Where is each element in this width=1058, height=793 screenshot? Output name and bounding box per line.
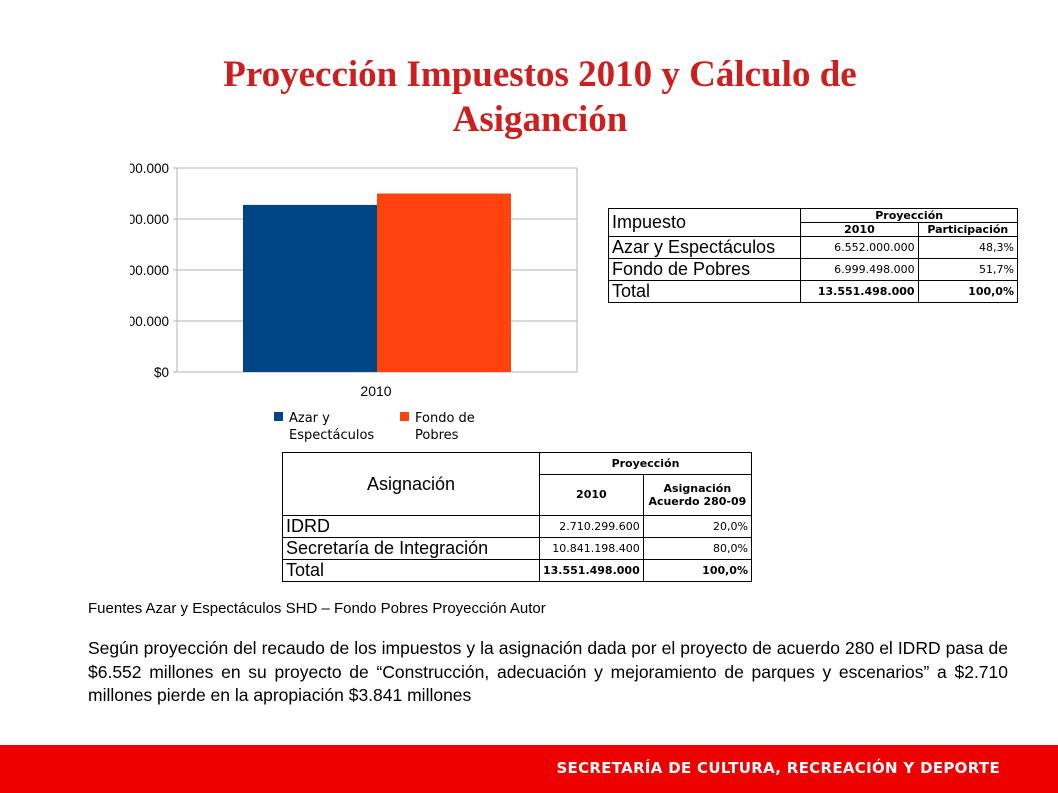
table-row: IDRD 2.710.299.600 20,0% bbox=[282, 515, 753, 538]
table2-row-value: 13.551.498.000 bbox=[539, 559, 644, 582]
footer-bar: SECRETARÍA DE CULTURA, RECREACIÓN Y DEPO… bbox=[0, 745, 1058, 793]
table2-row-share: 100,0% bbox=[642, 559, 753, 582]
table1-row-label: Total bbox=[607, 280, 802, 303]
table2-row-label: Total bbox=[282, 559, 540, 582]
legend-label-azar-line2: Espectáculos bbox=[289, 428, 374, 443]
source-note: Fuentes Azar y Espectáculos SHD – Fondo … bbox=[88, 600, 546, 617]
y-tick-label: $2.000.000.000 bbox=[130, 314, 169, 329]
table1-header-participacion: Participación bbox=[917, 222, 1019, 237]
table-row: Secretaría de Integración 10.841.198.400… bbox=[282, 537, 753, 560]
y-tick-labels: $0 $2.000.000.000 $4.000.000.000 $6.000.000… bbox=[130, 161, 169, 380]
table-row: Total 13.551.498.000 100,0% bbox=[607, 280, 1019, 303]
footer-text: SECRETARÍA DE CULTURA, RECREACIÓN Y DEPO… bbox=[556, 759, 1000, 777]
table2-header-2010: 2010 bbox=[539, 473, 644, 516]
table1-row-value: 13.551.498.000 bbox=[800, 280, 919, 303]
table2-header-asignacion-line2: Acuerdo 280-09 bbox=[648, 494, 747, 508]
legend-swatch-fondo bbox=[400, 412, 409, 421]
y-tick-label: $0 bbox=[154, 365, 169, 380]
title-line-2: Asiganción bbox=[452, 99, 628, 140]
slide-title: Proyección Impuestos 2010 y Cálculo de A… bbox=[100, 52, 980, 142]
table1-row-share: 51,7% bbox=[917, 258, 1019, 281]
allocation-table: Asignación Proyección 2010 Asignación Ac… bbox=[282, 452, 753, 582]
table1-header-2010: 2010 bbox=[800, 222, 919, 237]
table2-row-share: 20,0% bbox=[642, 515, 753, 538]
table2-row-label: Secretaría de Integración bbox=[282, 537, 540, 560]
table2-row-value: 2.710.299.600 bbox=[539, 515, 644, 538]
table2-header-asignacion-line1: Asignación bbox=[663, 481, 732, 495]
bar-azar-espectaculos bbox=[243, 204, 377, 372]
bar-fondo-pobres bbox=[377, 193, 511, 372]
table-row: Azar y Espectáculos 6.552.000.000 48,3% bbox=[607, 236, 1019, 259]
table1-row-share: 48,3% bbox=[917, 236, 1019, 259]
table1-row-value: 6.999.498.000 bbox=[800, 258, 919, 281]
legend-swatch-azar bbox=[274, 412, 283, 421]
table1-row-value: 6.552.000.000 bbox=[800, 236, 919, 259]
table2-header-proyeccion: Proyección bbox=[539, 452, 752, 475]
table-row: Total 13.551.498.000 100,0% bbox=[282, 559, 753, 582]
y-tick-label: $6.000.000.000 bbox=[130, 212, 169, 227]
tax-projection-table: Impuesto Proyección 2010 Participación A… bbox=[607, 208, 1019, 303]
legend-label-fondo-line1: Fondo de bbox=[415, 411, 475, 426]
y-tick-label: $8.000.000.000 bbox=[130, 161, 169, 176]
table2-header-asignacion-acuerdo: Asignación Acuerdo 280-09 bbox=[642, 473, 753, 516]
table-row: Fondo de Pobres 6.999.498.000 51,7% bbox=[607, 258, 1019, 281]
x-tick-label: 2010 bbox=[360, 383, 391, 399]
legend-label-fondo-line2: Pobres bbox=[415, 428, 459, 443]
legend-label-azar-line1: Azar y bbox=[289, 411, 330, 426]
table1-header-proyeccion: Proyección bbox=[800, 208, 1018, 223]
table1-row-label: Azar y Espectáculos bbox=[607, 236, 802, 259]
summary-paragraph: Según proyección del recaudo de los impu… bbox=[88, 638, 1008, 705]
chart-bars bbox=[243, 193, 511, 372]
table1-row-share: 100,0% bbox=[917, 280, 1019, 303]
table2-row-share: 80,0% bbox=[642, 537, 753, 560]
table1-row-label: Fondo de Pobres bbox=[607, 258, 802, 281]
y-tick-label: $4.000.000.000 bbox=[130, 263, 169, 278]
title-line-1: Proyección Impuestos 2010 y Cálculo de bbox=[223, 54, 857, 95]
chart-legend: Azar y Espectáculos Fondo de Pobres bbox=[274, 411, 475, 443]
table2-header-asignacion: Asignación bbox=[282, 452, 540, 516]
table1-header-impuesto: Impuesto bbox=[607, 208, 802, 237]
table2-row-label: IDRD bbox=[282, 515, 540, 538]
table2-row-value: 10.841.198.400 bbox=[539, 537, 644, 560]
bar-chart: $0 $2.000.000.000 $4.000.000.000 $6.000.000… bbox=[130, 161, 578, 443]
